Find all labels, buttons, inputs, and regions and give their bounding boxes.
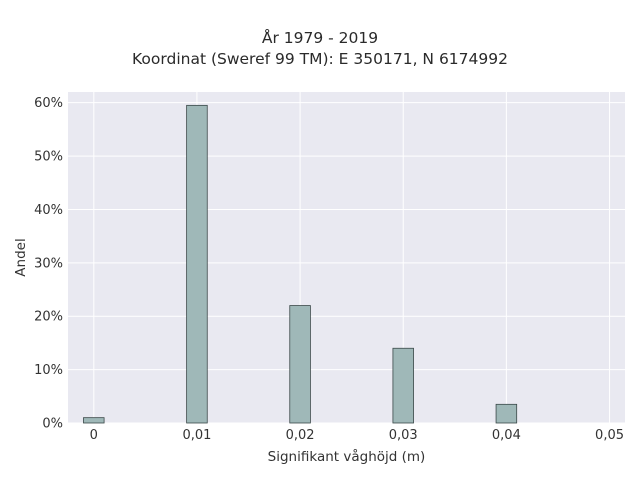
y-tick-label: 30%: [34, 256, 63, 271]
plot-area: [68, 92, 625, 423]
x-tick-label: 0,04: [492, 428, 521, 443]
chart-title: År 1979 - 2019: [261, 29, 379, 47]
y-tick-label: 20%: [34, 310, 63, 325]
x-tick-label: 0,03: [389, 428, 418, 443]
y-tick-label: 50%: [34, 150, 63, 165]
bar: [392, 347, 414, 424]
bar: [186, 104, 208, 424]
x-axis-label: Signifikant våghöjd (m): [268, 448, 426, 465]
x-tick-label: 0: [90, 428, 98, 443]
y-tick-label: 40%: [34, 203, 63, 218]
y-axis-label: Andel: [13, 238, 29, 276]
x-axis-ticks: 0 0,01 0,02 0,03 0,04 0,05: [90, 428, 624, 443]
x-tick-label: 0,02: [286, 428, 315, 443]
y-tick-label: 60%: [34, 96, 63, 111]
bar: [495, 403, 518, 424]
bar: [289, 305, 311, 424]
chart-subtitle: Koordinat (Sweref 99 TM): E 350171, N 61…: [132, 50, 508, 68]
x-tick-label: 0,05: [595, 428, 624, 443]
x-tick-label: 0,01: [182, 428, 211, 443]
y-tick-label: 10%: [34, 363, 63, 378]
bars: [83, 104, 518, 424]
y-axis-ticks: 0% 10% 20% 30% 40% 50% 60%: [34, 96, 63, 431]
bar: [83, 417, 105, 424]
grid-lines: [68, 92, 625, 424]
y-tick-label: 0%: [42, 417, 63, 432]
